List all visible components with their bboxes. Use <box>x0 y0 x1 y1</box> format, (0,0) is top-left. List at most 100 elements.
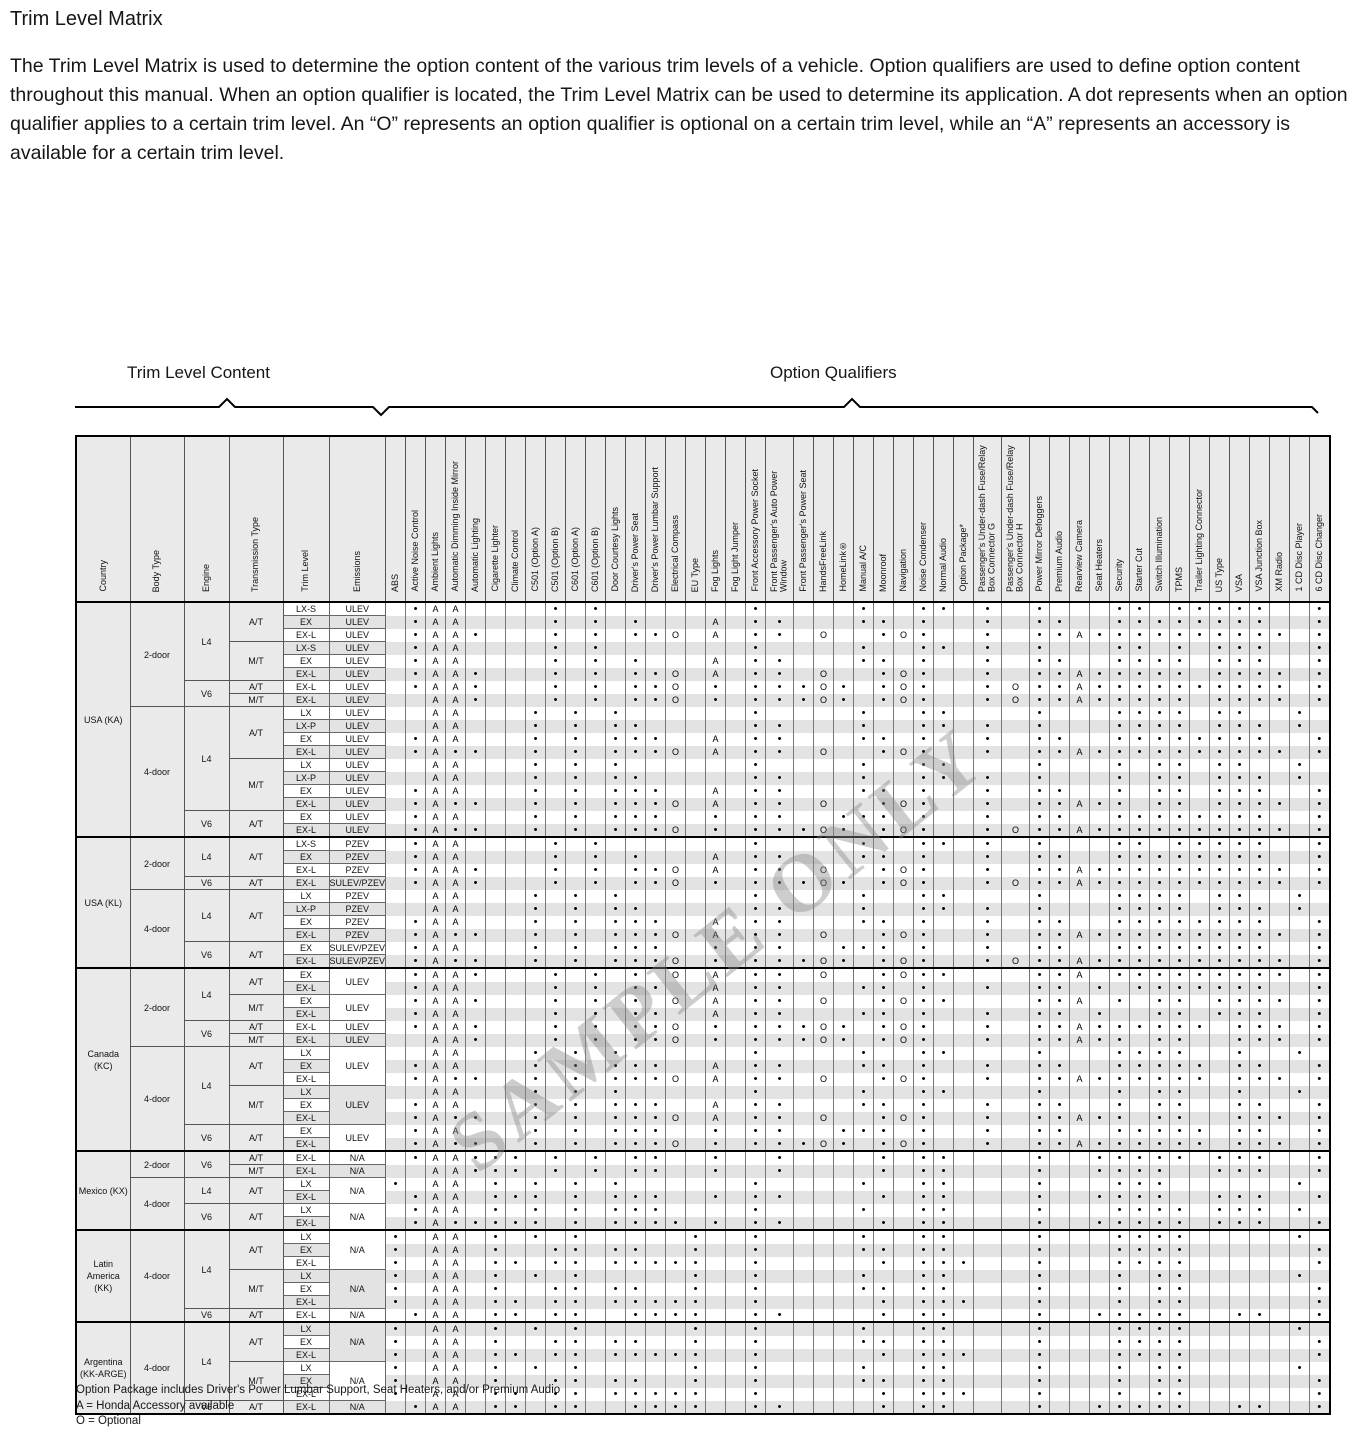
applies-dot: • <box>777 629 782 641</box>
option-value-cell <box>1001 1321 1031 1336</box>
option-value-cell: • <box>745 693 767 707</box>
applies-dot: • <box>921 1283 926 1295</box>
option-value-cell: • <box>705 954 727 968</box>
option-value-cell: A <box>705 850 727 864</box>
option-value-cell: • <box>1249 654 1271 668</box>
option-column-header: Ambient Lights <box>425 435 447 603</box>
column-header-text: Engine <box>200 563 211 592</box>
option-value-cell: • <box>1249 1124 1271 1138</box>
option-value-cell <box>893 1216 915 1230</box>
applies-dot: • <box>921 772 926 784</box>
column-header-text: Door Courtesy Lights <box>609 507 620 592</box>
option-value-cell <box>953 1190 975 1204</box>
option-value-cell: A <box>445 876 467 890</box>
option-value-cell <box>685 1216 707 1230</box>
applies-dot: • <box>533 1137 538 1150</box>
option-value-cell <box>1089 758 1111 772</box>
applies-dot: • <box>753 1216 758 1229</box>
option-value-cell <box>833 1243 855 1257</box>
option-value-cell <box>505 797 527 811</box>
option-value-cell <box>525 1374 547 1388</box>
option-value-cell <box>1089 1348 1111 1362</box>
option-value-cell: • <box>1129 967 1151 982</box>
option-value-cell <box>893 1387 915 1401</box>
option-value-cell: • <box>525 719 547 733</box>
option-value-cell <box>1069 654 1091 668</box>
option-value-cell: • <box>1249 1150 1271 1165</box>
trim-level-cell: LX <box>282 1046 330 1060</box>
option-value-cell: • <box>1229 1164 1251 1178</box>
option-value-cell <box>685 1007 707 1021</box>
option-value-cell: • <box>625 1124 647 1138</box>
option-value-cell <box>605 1361 627 1375</box>
option-column-header: Navigation <box>893 435 915 603</box>
option-value-cell: A <box>705 628 727 642</box>
option-value-cell: • <box>1169 732 1191 746</box>
option-value-cell <box>1289 1190 1311 1204</box>
applies-dot: • <box>1197 877 1202 889</box>
trim-level-cell: EX-L <box>282 1150 330 1165</box>
option-value-cell: • <box>1049 1098 1071 1112</box>
option-value-cell: • <box>1029 967 1051 982</box>
applies-dot: • <box>1257 982 1262 994</box>
applies-dot: • <box>985 954 990 967</box>
applies-dot: • <box>921 694 926 706</box>
option-value-cell <box>953 1111 975 1125</box>
option-value-cell: • <box>1029 889 1051 903</box>
option-column-header: Automatic Lighting <box>465 435 487 603</box>
option-value-cell: A <box>445 615 467 629</box>
accessory-marker: A <box>452 695 459 705</box>
option-value-cell <box>485 1007 507 1021</box>
applies-dot: • <box>413 655 418 667</box>
trim-level-cell: EX <box>282 1282 330 1296</box>
trim-level-cell: EX <box>282 1335 330 1349</box>
country-cell: USA (KA) <box>75 601 131 838</box>
applies-dot: • <box>1177 733 1182 745</box>
applies-dot: • <box>1257 1400 1262 1413</box>
applies-dot: • <box>753 1283 758 1295</box>
applies-dot: • <box>801 694 806 706</box>
applies-dot: • <box>533 1178 538 1190</box>
option-value-cell <box>605 1020 627 1034</box>
option-value-cell <box>385 784 407 798</box>
option-value-cell: • <box>1209 641 1231 655</box>
applies-dot: • <box>1057 1099 1062 1111</box>
option-value-cell: • <box>913 823 935 837</box>
applies-dot: • <box>1177 720 1182 732</box>
option-value-cell: • <box>485 1229 507 1244</box>
option-value-cell: • <box>973 601 1003 616</box>
applies-dot: • <box>473 746 478 758</box>
option-value-cell <box>973 1321 1003 1336</box>
applies-dot: • <box>1197 864 1202 876</box>
option-value-cell <box>1089 771 1111 785</box>
option-value-cell <box>973 1216 1003 1230</box>
option-value-cell: • <box>933 771 955 785</box>
applies-dot: • <box>413 969 418 982</box>
option-value-cell <box>645 1361 667 1375</box>
applies-dot: • <box>841 681 846 693</box>
option-value-cell: • <box>1249 784 1271 798</box>
emissions-cell: SULEV/PZEV <box>328 876 387 890</box>
applies-dot: • <box>753 707 758 719</box>
transmission-cell: A/T <box>228 1150 284 1165</box>
trim-level-content-label: Trim Level Content <box>127 363 270 382</box>
option-value-cell <box>1069 1361 1091 1375</box>
option-value-cell: • <box>913 1374 935 1388</box>
option-value-cell: • <box>765 784 795 798</box>
applies-dot: • <box>1217 1216 1222 1229</box>
applies-dot: • <box>1117 1257 1122 1269</box>
option-value-cell <box>1249 1361 1271 1375</box>
option-column-header: US Type <box>1209 435 1231 603</box>
applies-dot: • <box>653 1125 658 1137</box>
option-value-cell <box>1001 1150 1031 1165</box>
left-column-header: Emissions <box>328 435 387 603</box>
option-value-cell: • <box>833 1137 855 1151</box>
applies-dot: • <box>1037 916 1042 928</box>
option-value-cell <box>585 1085 607 1099</box>
option-column-header: Option Package* <box>953 435 975 603</box>
option-value-cell: • <box>1309 823 1331 837</box>
accessory-marker: A <box>432 1271 439 1281</box>
applies-dot: • <box>1057 1073 1062 1085</box>
option-value-cell: • <box>1169 902 1191 916</box>
applies-dot: • <box>1137 823 1142 836</box>
